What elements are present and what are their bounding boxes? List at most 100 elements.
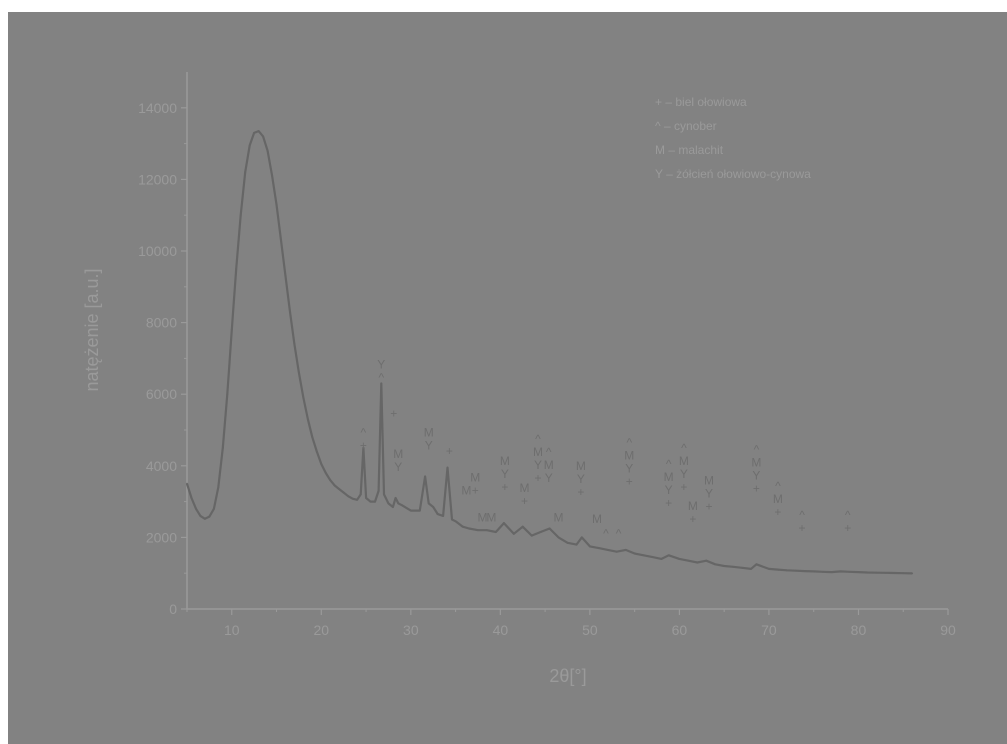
peak-label: ^	[361, 426, 367, 440]
data-point	[606, 549, 609, 551]
peak-label: M	[679, 454, 689, 468]
data-point	[521, 525, 524, 528]
data-point	[830, 571, 833, 574]
peak-label: +	[680, 480, 687, 494]
peak-label: +	[472, 483, 479, 497]
peak-label: ^	[799, 508, 805, 522]
data-point	[275, 203, 278, 206]
data-point	[333, 484, 336, 487]
data-point	[454, 520, 457, 523]
peak-marker: +	[390, 406, 397, 420]
data-point	[667, 554, 670, 557]
data-point	[409, 509, 412, 512]
peak-label: Y	[377, 358, 385, 372]
peak-label: Y	[545, 471, 553, 485]
x-tick-label: 80	[851, 622, 867, 638]
data-point	[794, 569, 797, 572]
peak-label: +	[521, 494, 528, 508]
data-point	[803, 570, 806, 572]
data-point	[597, 547, 600, 550]
data-point	[875, 571, 878, 574]
data-point	[539, 531, 542, 533]
peak-marker: ^MY+	[624, 435, 634, 488]
peak-marker: ^MY	[544, 445, 554, 485]
peak-marker: ^+	[360, 426, 367, 453]
peak-label: +	[534, 471, 541, 485]
data-point	[195, 507, 197, 510]
data-point	[705, 559, 708, 562]
legend-entry: M – malachit	[655, 143, 724, 157]
peak-label: ^	[603, 526, 609, 540]
peak-label: ^	[546, 445, 552, 459]
peak-marker: MY+	[704, 474, 714, 514]
peak-label: Y	[705, 487, 713, 501]
y-tick-label: 6000	[146, 386, 177, 402]
peak-label: ^	[845, 508, 851, 522]
axes: 10 20 30 40 50 60 70 80 90 0 2000 4000 6000 8000 10000…	[138, 72, 956, 638]
data-point	[306, 418, 309, 421]
y-tick-label: 8000	[146, 315, 177, 331]
data-point	[387, 502, 390, 505]
peak-marker: M+	[520, 481, 530, 508]
peak-label: ^	[535, 432, 541, 446]
x-tick-label: 60	[672, 622, 688, 638]
data-point	[687, 559, 690, 562]
y-tick-label: 0	[169, 601, 177, 617]
data-point	[624, 549, 627, 551]
y-tick-label: 2000	[146, 529, 177, 545]
data-point	[633, 552, 636, 555]
data-point	[365, 497, 367, 499]
peak-marker: MY+	[500, 454, 510, 494]
data-point	[244, 171, 247, 174]
data-point	[741, 566, 743, 569]
y-tick-label: 12000	[138, 171, 177, 187]
x-tick-label: 20	[314, 622, 330, 638]
peak-marker: MY	[393, 447, 403, 474]
data-point	[442, 515, 444, 517]
data-point	[615, 550, 618, 553]
peak-marker: ^MY+	[679, 441, 689, 494]
peak-label: M	[461, 483, 471, 497]
series-layer	[185, 130, 914, 575]
data-point	[812, 570, 815, 573]
data-point	[289, 310, 291, 313]
peak-marker: M	[554, 510, 564, 524]
peak-marker: M	[592, 512, 602, 526]
data-point	[642, 554, 645, 557]
y-tick-label: 4000	[146, 458, 177, 474]
data-point	[293, 343, 296, 345]
data-point	[298, 371, 300, 374]
data-point	[436, 513, 439, 516]
data-point	[271, 174, 273, 177]
peak-label: M	[520, 481, 530, 495]
data-point	[397, 502, 400, 505]
peak-marker: ^	[616, 526, 622, 540]
x-tick-label: 30	[403, 622, 419, 638]
peak-label: Y	[501, 467, 509, 481]
data-point	[723, 565, 726, 567]
x-tick-label: 50	[582, 622, 598, 638]
data-point	[199, 515, 202, 517]
peak-marker: M+	[470, 470, 480, 497]
data-point	[284, 275, 287, 277]
peak-label: ^	[626, 435, 632, 449]
data-point	[755, 563, 758, 566]
peak-label: +	[390, 406, 397, 420]
data-point	[696, 561, 699, 564]
peak-marker: ^MY+	[664, 457, 674, 510]
data-point	[374, 500, 376, 503]
data-point	[503, 522, 505, 524]
x-tick-label: 10	[224, 622, 240, 638]
peak-label: Y	[394, 460, 402, 474]
data-point	[239, 214, 242, 217]
data-point	[548, 527, 551, 530]
data-point	[678, 557, 681, 560]
peak-marker: M	[477, 510, 487, 524]
data-point	[338, 488, 341, 490]
data-point	[893, 572, 896, 574]
peak-label: M	[704, 474, 714, 488]
data-point	[266, 149, 269, 152]
legend: + – biel ołowiowa ^ – cynober M – malachit…	[655, 95, 811, 181]
peak-label: ^	[378, 371, 384, 385]
